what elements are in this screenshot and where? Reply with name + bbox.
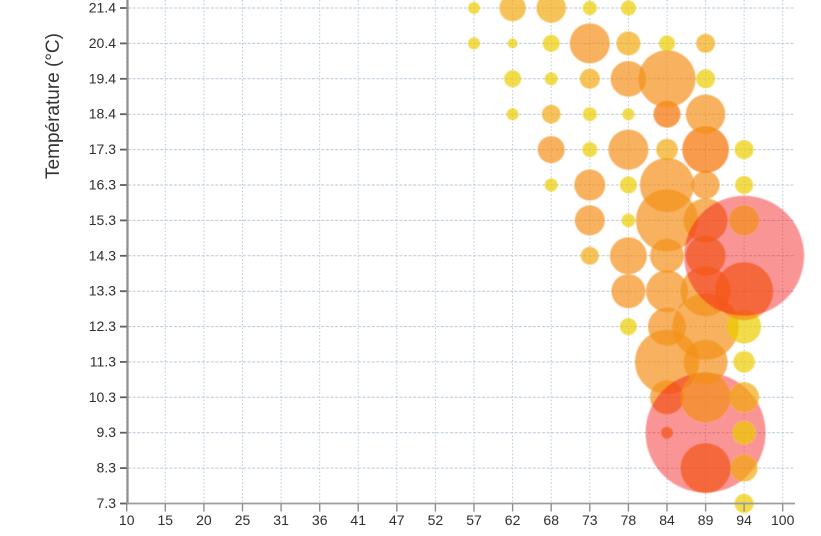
svg-text:11.3: 11.3 xyxy=(90,353,116,369)
svg-text:15.3: 15.3 xyxy=(89,212,116,228)
svg-text:14.3: 14.3 xyxy=(89,247,116,263)
svg-text:73: 73 xyxy=(582,512,598,528)
svg-text:41: 41 xyxy=(350,512,366,528)
svg-text:57: 57 xyxy=(466,512,482,528)
svg-text:17.3: 17.3 xyxy=(89,141,116,157)
svg-text:10: 10 xyxy=(119,512,135,528)
svg-text:62: 62 xyxy=(505,512,521,528)
svg-text:Température (°C): Température (°C) xyxy=(43,33,64,179)
svg-text:68: 68 xyxy=(543,512,559,528)
svg-text:7.3: 7.3 xyxy=(97,495,117,511)
svg-text:19.4: 19.4 xyxy=(89,70,116,86)
svg-text:16.3: 16.3 xyxy=(89,177,116,193)
svg-text:25: 25 xyxy=(235,512,251,528)
svg-text:10.3: 10.3 xyxy=(89,389,116,405)
svg-text:31: 31 xyxy=(273,512,289,528)
svg-text:20.4: 20.4 xyxy=(89,35,116,51)
svg-text:52: 52 xyxy=(428,512,444,528)
svg-text:20: 20 xyxy=(196,512,212,528)
svg-text:18.4: 18.4 xyxy=(89,106,116,122)
svg-text:15: 15 xyxy=(158,512,174,528)
svg-text:36: 36 xyxy=(312,512,328,528)
svg-text:89: 89 xyxy=(698,512,714,528)
svg-text:12.3: 12.3 xyxy=(89,318,116,334)
svg-text:9.3: 9.3 xyxy=(97,424,117,440)
svg-text:84: 84 xyxy=(659,512,675,528)
svg-text:100: 100 xyxy=(771,512,795,528)
svg-text:8.3: 8.3 xyxy=(97,460,117,476)
svg-text:78: 78 xyxy=(621,512,637,528)
svg-text:94: 94 xyxy=(736,512,752,528)
svg-text:13.3: 13.3 xyxy=(89,283,116,299)
svg-text:47: 47 xyxy=(389,512,405,528)
svg-text:21.4: 21.4 xyxy=(89,0,116,16)
